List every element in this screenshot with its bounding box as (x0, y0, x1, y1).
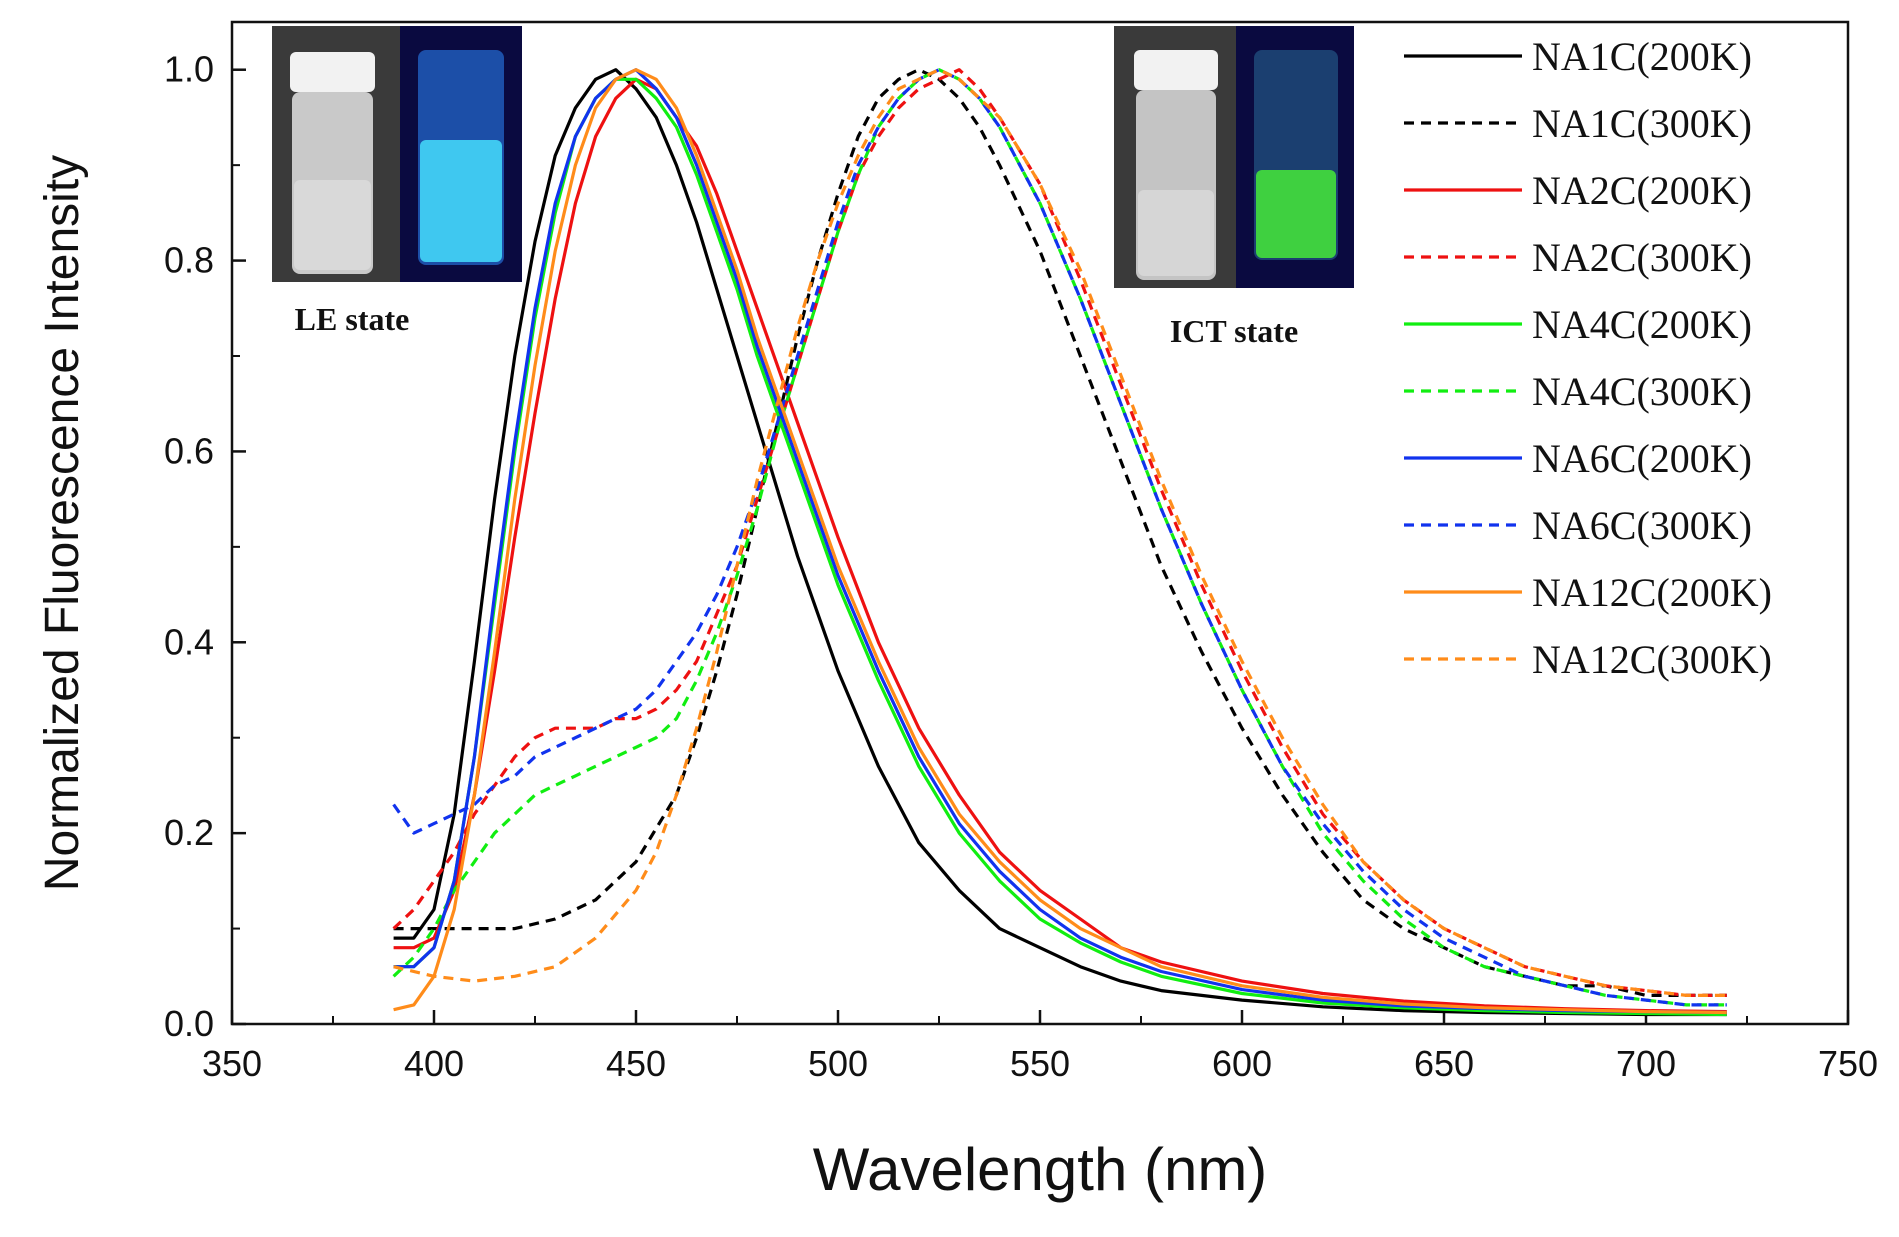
series-line-na1c-200k (393, 68, 1727, 1017)
x-tick-label: 650 (1414, 1043, 1474, 1084)
legend-label: NA2C(200K) (1532, 168, 1752, 213)
x-tick-label: 550 (1010, 1043, 1070, 1084)
x-tick-label: 500 (808, 1043, 868, 1084)
series-line-na2c-200k (393, 77, 1727, 1014)
series-line-na4c-200k (393, 77, 1727, 1017)
data-series-group (392, 68, 1727, 1017)
x-tick-label: 750 (1818, 1043, 1878, 1084)
legend-label: NA12C(300K) (1532, 637, 1772, 682)
x-tick-label: 400 (404, 1043, 464, 1084)
series-line-na6c-300k (392, 68, 1727, 1007)
legend-label: NA1C(300K) (1532, 101, 1752, 146)
x-tick-label: 700 (1616, 1043, 1676, 1084)
legend: NA1C(200K) NA1C(300K) NA2C(200K) NA2C(300K)… (1404, 34, 1772, 682)
ict-vial-cap (1134, 50, 1218, 90)
series-line-na6c-200k (393, 68, 1727, 1015)
ict-vial-liquid (1138, 190, 1214, 276)
series-line-na2c-300k (392, 68, 1727, 998)
x-tick-label: 600 (1212, 1043, 1272, 1084)
legend-label: NA4C(200K) (1532, 302, 1752, 347)
legend-label: NA12C(200K) (1532, 570, 1772, 615)
legend-label: NA6C(200K) (1532, 436, 1752, 481)
x-tick-label: 450 (606, 1043, 666, 1084)
series-line-na12c-200k (393, 68, 1727, 1015)
series-line-na12c-300k (393, 68, 1727, 998)
series-line-na4c-300k (392, 68, 1727, 1007)
legend-label: NA2C(300K) (1532, 235, 1752, 280)
y-tick-label: 1.0 (164, 49, 214, 90)
y-tick-label: 0.2 (164, 812, 214, 853)
legend-label: NA6C(300K) (1532, 503, 1752, 548)
ict-state-inset: ICT state (1114, 26, 1354, 349)
ict-state-label: ICT state (1170, 313, 1298, 349)
legend-label: NA4C(300K) (1532, 369, 1752, 414)
ict-vial-uv-glow (1256, 170, 1336, 258)
legend-label: NA1C(200K) (1532, 34, 1752, 79)
y-tick-label: 0.4 (164, 621, 214, 662)
x-tick-label: 350 (202, 1043, 262, 1084)
y-tick-label: 0.6 (164, 430, 214, 471)
x-axis-title: Wavelength (nm) (813, 1136, 1268, 1203)
le-vial-cap (290, 52, 375, 92)
y-axis-title: Normalized Fluorescence Intensity (36, 155, 89, 891)
le-vial-liquid (294, 180, 371, 270)
le-state-label: LE state (295, 301, 410, 337)
y-tick-label: 0.8 (164, 240, 214, 281)
plot-axes: 350 400 450 500 550 600 650 700 750 0.0 0.2 0.4 0.6 0… (36, 20, 1878, 1203)
y-tick-label: 0.0 (164, 1003, 214, 1044)
le-vial-uv-glow (420, 140, 502, 262)
series-line-na1c-300k (393, 68, 1727, 998)
le-state-inset: LE state (272, 26, 522, 337)
